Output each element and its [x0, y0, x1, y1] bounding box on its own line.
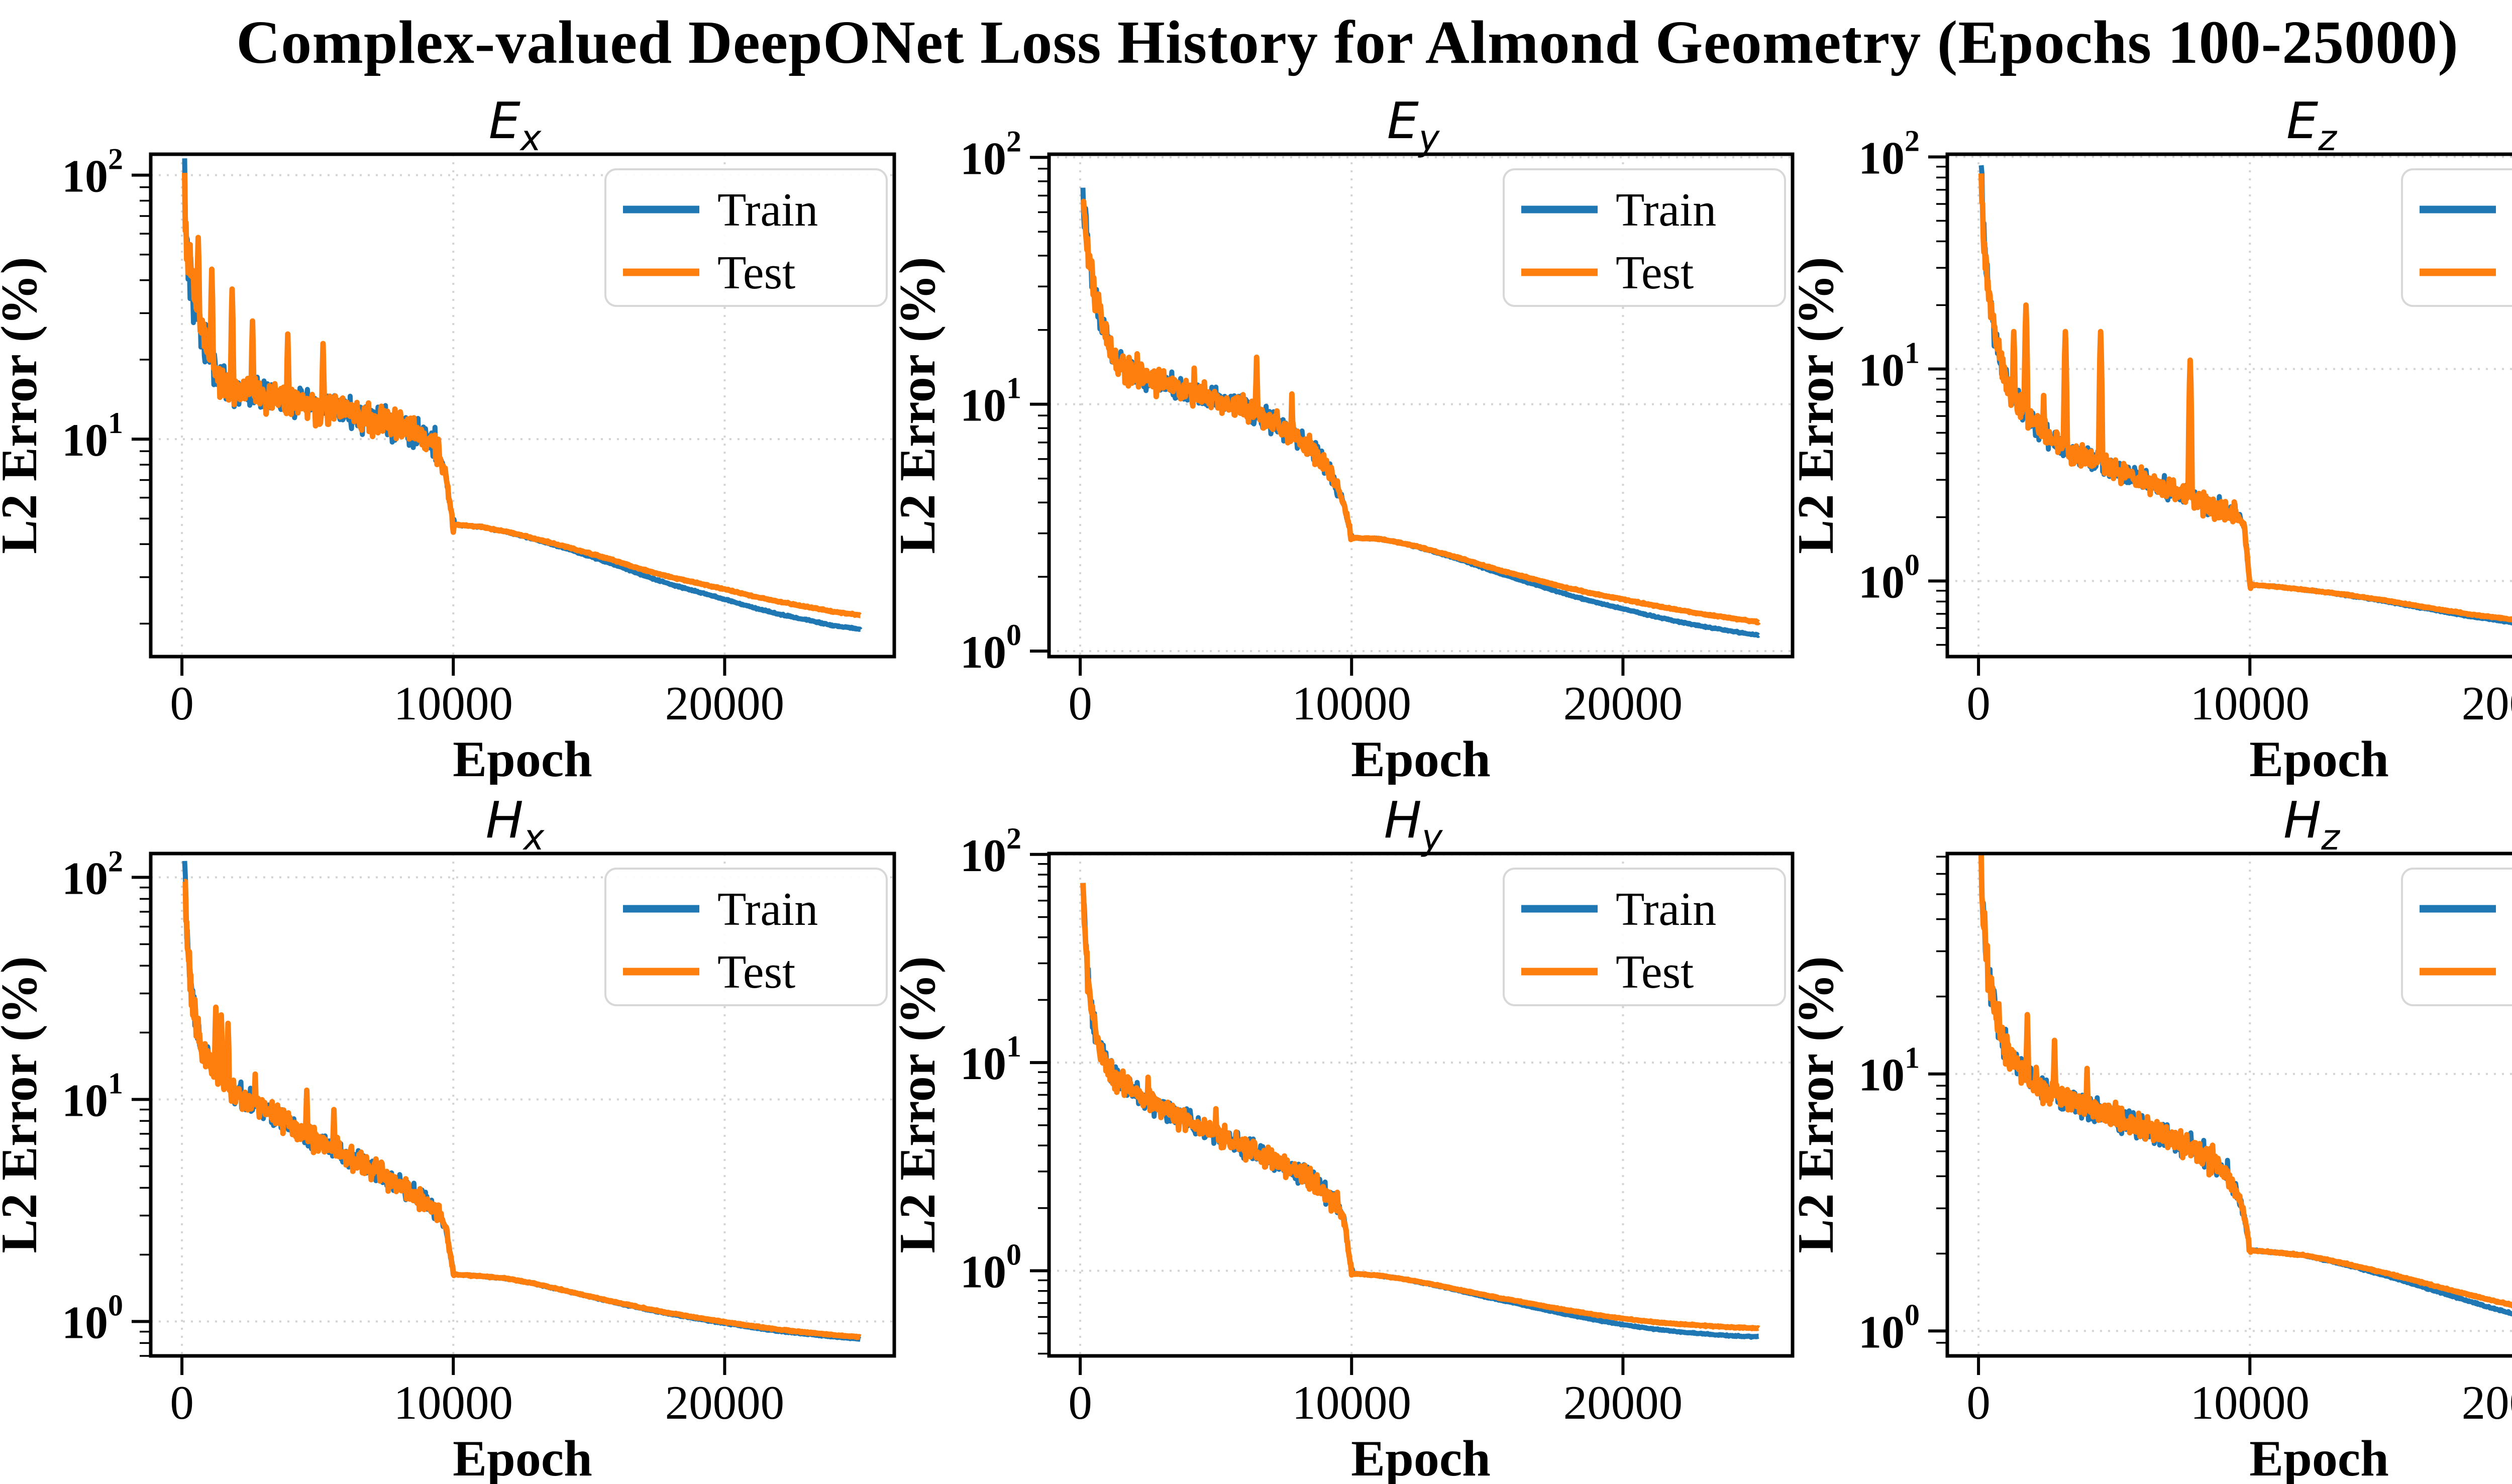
subplot-title: Ey — [1387, 91, 1440, 159]
subplot-E_y: 102 101 100 0 10000 20000 Epoch L2 Error (%) Ey T… — [898, 85, 1797, 785]
test-curve — [182, 879, 863, 1340]
y-axis-label: L2 Error (%) — [1797, 956, 1844, 1253]
test-curve — [1080, 198, 1761, 625]
y-tick-label: 102 — [62, 143, 123, 202]
x-axis-label: Epoch — [2249, 731, 2389, 785]
x-tick-label: 20000 — [665, 677, 785, 730]
y-tick-label: 101 — [1858, 1041, 1920, 1101]
y-tick-label: 102 — [960, 125, 1021, 184]
test-curve — [1080, 883, 1761, 1331]
y-tick-label: 101 — [62, 406, 123, 466]
x-tick-label: 20000 — [1563, 677, 1683, 730]
x-axis-label: Epoch — [453, 1430, 592, 1484]
subplot-E_x: 102 101 0 10000 20000 Epoch L2 Error (%) Ex Trai… — [0, 85, 898, 785]
x-tick-label: 0 — [170, 1376, 194, 1429]
y-tick-label: 101 — [62, 1067, 123, 1126]
legend-box — [2401, 168, 2512, 307]
subplot-title: Hz — [2283, 791, 2341, 858]
x-tick-label: 10000 — [1292, 1376, 1412, 1429]
y-axis-label: L2 Error (%) — [898, 257, 946, 554]
test-curve — [1978, 173, 2512, 622]
x-axis-label: Epoch — [1351, 1430, 1491, 1484]
subplot-title: Ex — [489, 91, 542, 159]
plot-canvas: 102 101 100 0 10000 20000 Epoch L2 Error (%) Ey T… — [898, 91, 1795, 785]
legend-label-test: Test — [717, 946, 795, 998]
plot-border — [1945, 152, 2512, 659]
legend-label-train: Train — [717, 883, 818, 935]
test-curve — [1978, 855, 2512, 1309]
x-tick-label: 10000 — [394, 1376, 513, 1429]
legend-label-test: Test — [1616, 946, 1694, 998]
subplot-H_y: 102 101 100 0 10000 20000 Epoch L2 Error (%) Hy T… — [898, 785, 1797, 1484]
plot-canvas: 102 101 0 10000 20000 Epoch L2 Error (%) Ex Trai… — [0, 91, 896, 785]
plot-canvas: 102 101 100 0 10000 20000 Epoch L2 Error (%) Hx T… — [0, 791, 896, 1484]
x-tick-label: 20000 — [665, 1376, 785, 1429]
x-tick-label: 10000 — [1292, 677, 1412, 730]
subplot-title: Hy — [1384, 791, 1443, 858]
x-tick-label: 10000 — [394, 677, 513, 730]
x-tick-label: 20000 — [1563, 1376, 1683, 1429]
x-tick-label: 0 — [1966, 677, 1991, 730]
x-tick-label: 10000 — [2190, 677, 2310, 730]
y-tick-label: 100 — [960, 1238, 1021, 1298]
y-tick-label: 100 — [62, 1289, 123, 1348]
subplot-title: Ez — [2286, 91, 2338, 159]
subplot-grid: 102 101 0 10000 20000 Epoch L2 Error (%) Ex Trai… — [0, 85, 2512, 1484]
y-axis-label: L2 Error (%) — [0, 257, 48, 554]
test-curve — [182, 173, 863, 618]
x-axis-label: Epoch — [2249, 1430, 2389, 1484]
y-tick-label: 102 — [1858, 124, 1920, 183]
y-tick-label: 102 — [960, 822, 1021, 881]
legend-box — [2401, 868, 2512, 1006]
y-axis-label: L2 Error (%) — [0, 956, 48, 1253]
legend-label-train: Train — [717, 184, 818, 236]
x-tick-label: 10000 — [2190, 1376, 2310, 1429]
x-tick-label: 0 — [1068, 1376, 1092, 1429]
x-axis-label: Epoch — [1351, 731, 1491, 785]
y-axis-label: L2 Error (%) — [898, 956, 946, 1253]
x-axis-label: Epoch — [453, 731, 592, 785]
x-tick-label: 20000 — [2462, 677, 2512, 730]
y-tick-label: 100 — [960, 618, 1021, 678]
y-tick-label: 101 — [960, 372, 1021, 431]
x-tick-label: 0 — [170, 677, 194, 730]
plot-border — [149, 852, 896, 1358]
legend-label-train: Train — [1616, 184, 1716, 236]
y-axis-label: L2 Error (%) — [1797, 257, 1844, 554]
plot-border — [1945, 852, 2512, 1358]
subplot-H_x: 102 101 100 0 10000 20000 Epoch L2 Error (%) Hx T… — [0, 785, 898, 1484]
figure-title: Complex-valued DeepONet Loss History for… — [236, 9, 2459, 76]
y-tick-label: 101 — [960, 1030, 1021, 1089]
plot-canvas: 102 101 100 0 10000 20000 Epoch L2 Error (%) Hy T… — [898, 791, 1795, 1484]
x-tick-label: 0 — [1068, 677, 1092, 730]
plot-border — [149, 152, 896, 659]
legend-label-test: Test — [1616, 247, 1694, 299]
legend-label-test: Test — [717, 247, 795, 299]
legend-label-train: Train — [1616, 883, 1716, 935]
y-tick-label: 101 — [1858, 336, 1920, 395]
y-tick-label: 100 — [1858, 1298, 1920, 1357]
y-tick-label: 102 — [62, 844, 123, 904]
plot-border — [1047, 852, 1795, 1358]
subplot-title: Hx — [486, 791, 545, 858]
x-tick-label: 20000 — [2462, 1376, 2512, 1429]
y-tick-label: 100 — [1858, 549, 1920, 608]
x-tick-label: 0 — [1966, 1376, 1991, 1429]
